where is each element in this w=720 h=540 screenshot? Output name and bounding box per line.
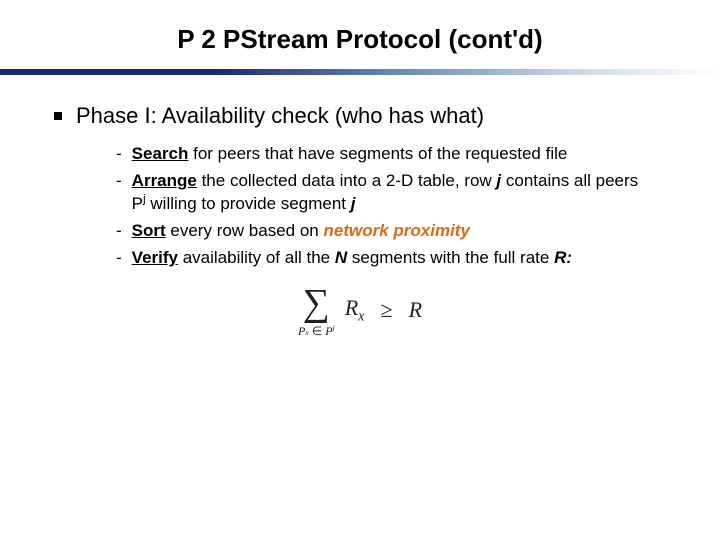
phase-heading-row: Phase I: Availability check (who has wha… xyxy=(54,103,666,129)
eq-term: Rx xyxy=(345,295,365,325)
phase-heading: Phase I: Availability check (who has wha… xyxy=(76,103,484,129)
list-item-text: Sort every row based on network proximit… xyxy=(132,220,470,243)
item-text: availability of all the xyxy=(178,248,335,267)
sub-p2: P xyxy=(325,324,332,338)
var-j: j xyxy=(351,194,356,213)
list-item-text: Arrange the collected data into a 2-D ta… xyxy=(132,170,642,216)
square-bullet-icon xyxy=(54,112,62,120)
dash-icon: - xyxy=(116,143,122,166)
item-text: willing to provide segment xyxy=(146,194,351,213)
list-item-text: Search for peers that have segments of t… xyxy=(132,143,568,166)
lead-word: Sort xyxy=(132,221,166,240)
item-rest: for peers that have segments of the requ… xyxy=(188,144,567,163)
emph-text: network proximity xyxy=(323,221,469,240)
list-item: - Sort every row based on network proxim… xyxy=(116,220,642,243)
item-text: every row based on xyxy=(166,221,324,240)
var-n: N xyxy=(335,248,347,267)
lead-word: Verify xyxy=(132,248,178,267)
equation: ∑ Px ∈ Pj Rx ≥ R xyxy=(298,284,422,337)
dash-icon: - xyxy=(116,247,122,270)
dash-icon: - xyxy=(116,220,122,243)
eq-op: ≥ xyxy=(381,297,393,323)
lead-word: Arrange xyxy=(132,171,197,190)
eq-r-sub: x xyxy=(358,308,364,324)
eq-rhs: R xyxy=(409,297,422,323)
item-text: the collected data into a 2-D table, row xyxy=(197,171,497,190)
equation-area: ∑ Px ∈ Pj Rx ≥ R xyxy=(54,284,666,337)
sigma-icon: ∑ xyxy=(303,284,330,322)
dash-icon: - xyxy=(116,170,122,193)
list-item-text: Verify availability of all the N segment… xyxy=(132,247,572,270)
item-text: segments with the full rate xyxy=(347,248,554,267)
sigma-sum: ∑ Px ∈ Pj xyxy=(298,284,335,337)
bullet-list: - Search for peers that have segments of… xyxy=(54,143,666,270)
sub-sup-j: j xyxy=(333,323,335,332)
lead-word: Search xyxy=(132,144,189,163)
list-item: - Verify availability of all the N segme… xyxy=(116,247,642,270)
var-r: R: xyxy=(554,248,572,267)
eq-r: R xyxy=(345,295,358,320)
sub-in: ∈ xyxy=(309,324,325,338)
list-item: - Arrange the collected data into a 2-D … xyxy=(116,170,642,216)
list-item: - Search for peers that have segments of… xyxy=(116,143,642,166)
content-area: Phase I: Availability check (who has wha… xyxy=(0,75,720,337)
sum-subscript: Px ∈ Pj xyxy=(298,324,335,337)
slide-title: P 2 PStream Protocol (cont'd) xyxy=(0,0,720,69)
